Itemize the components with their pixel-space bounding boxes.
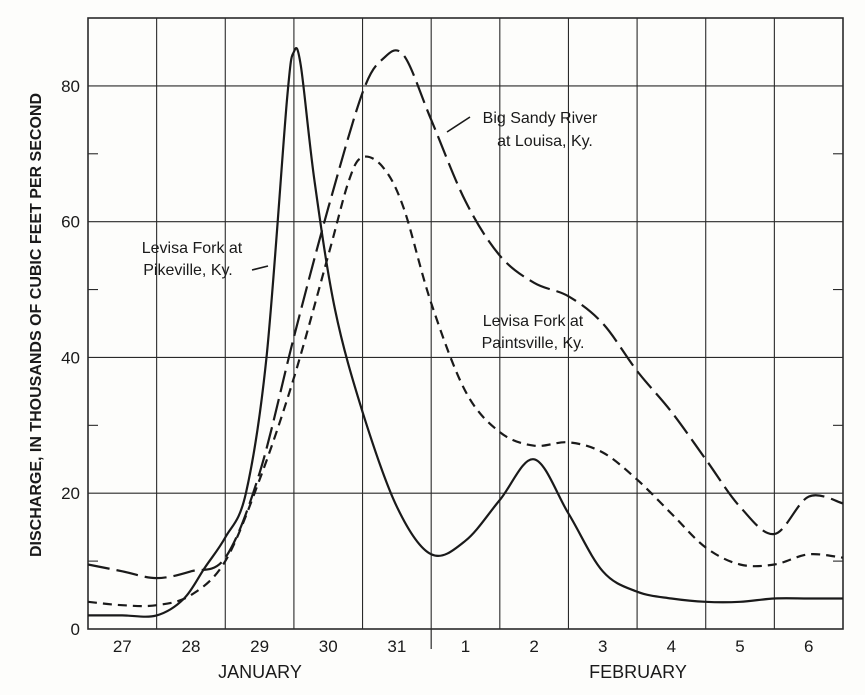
x-tick-label: 1 (461, 637, 470, 656)
y-tick-label: 0 (71, 620, 80, 639)
series-line-big-sandy-louisa (87, 49, 844, 580)
annotation-pikeville-line1: Levisa Fork at (142, 240, 243, 257)
month-label-january: JANUARY (218, 662, 302, 682)
series-line-levisa-pikeville (87, 46, 843, 618)
x-tick-label: 5 (735, 637, 744, 656)
x-tick-label: 29 (250, 637, 269, 656)
y-tick-label: 80 (61, 77, 80, 96)
series-line-levisa-paintsville (87, 155, 844, 608)
annotation-pikeville-line2: Pikeville, Ky. (143, 262, 233, 279)
x-tick-label: 31 (387, 637, 406, 656)
x-tick-label: 6 (804, 637, 813, 656)
x-tick-label: 30 (319, 637, 338, 656)
annotation-big-sandy-line2: at Louisa, Ky. (497, 133, 593, 150)
y-tick-label: 20 (61, 484, 80, 503)
tick-label-layer: 0 20 40 60 80 27 28 29 30 31 1 2 3 4 5 6 (61, 77, 813, 656)
series-layer (87, 46, 844, 618)
y-axis-label: DISCHARGE, IN THOUSANDS OF CUBIC FEET PE… (28, 93, 45, 557)
annotation-paintsville-line1: Levisa Fork at (483, 313, 584, 330)
annotation-pikeville-leader (251, 265, 269, 271)
x-tick-label: 27 (113, 637, 132, 656)
annotation-paintsville-line2: Paintsville, Ky. (482, 335, 585, 352)
y-tick-label: 40 (61, 348, 80, 367)
x-tick-label: 28 (181, 637, 200, 656)
plot-frame (87, 17, 844, 630)
annotation-big-sandy-leader (446, 116, 471, 133)
x-tick-label: 3 (598, 637, 607, 656)
month-label-february: FEBRUARY (589, 662, 687, 682)
x-tick-label: 4 (667, 637, 676, 656)
x-tick-label: 2 (529, 637, 538, 656)
y-tick-label: 60 (61, 213, 80, 232)
grid-layer (87, 17, 844, 649)
annotation-big-sandy-line1: Big Sandy River (483, 110, 598, 127)
